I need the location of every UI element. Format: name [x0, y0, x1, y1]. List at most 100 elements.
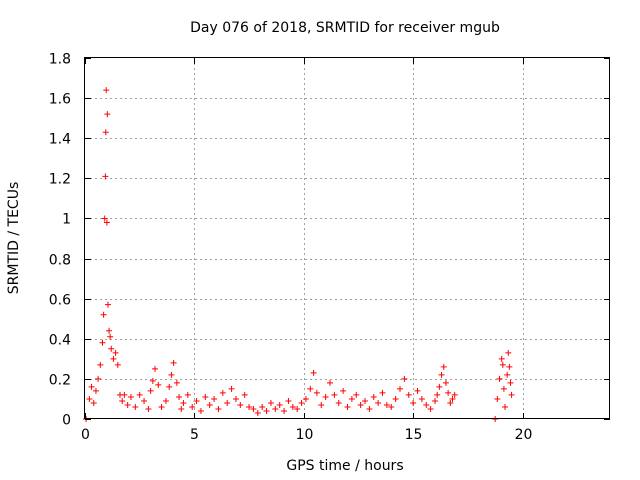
- data-point: [434, 391, 441, 398]
- data-point: [232, 395, 239, 402]
- data-point: [155, 381, 162, 388]
- axis-ticks: 0 5 10 15 20 0 0.2 0.4 0.6 0.8 1 1.2 1.4 1.6 1.8: [49, 52, 610, 443]
- x-tick-label: 10: [296, 427, 314, 443]
- data-point: [114, 361, 121, 368]
- data-point: [502, 403, 508, 410]
- data-point: [353, 391, 360, 398]
- data-point: [508, 391, 515, 398]
- y-tick-label: 0.4: [49, 333, 71, 349]
- data-point: [124, 401, 131, 408]
- x-tick-label: 0: [81, 427, 90, 443]
- data-point: [152, 365, 158, 372]
- data-point: [254, 409, 261, 416]
- data-point: [166, 383, 173, 390]
- data-point: [285, 397, 292, 404]
- data-point: [442, 379, 449, 386]
- x-tick-label: 15: [405, 427, 423, 443]
- data-point: [499, 361, 506, 368]
- y-tick-label: 1.8: [49, 52, 71, 68]
- data-point: [322, 393, 329, 400]
- data-point: [147, 387, 154, 394]
- data-point: [101, 215, 108, 222]
- data-point: [219, 389, 226, 396]
- data-series: [83, 87, 515, 422]
- data-point: [507, 379, 514, 386]
- data-point: [168, 371, 175, 378]
- grid: [85, 58, 610, 419]
- data-point: [180, 399, 187, 406]
- data-point: [127, 393, 134, 400]
- data-point: [289, 403, 296, 410]
- data-point: [197, 407, 204, 414]
- data-point: [392, 395, 399, 402]
- data-point: [102, 173, 109, 180]
- data-point: [141, 397, 148, 404]
- data-point: [86, 395, 93, 402]
- data-point: [145, 405, 152, 412]
- data-point: [202, 393, 209, 400]
- y-tick-label: 0.8: [49, 253, 71, 269]
- data-point: [170, 359, 177, 366]
- data-point: [246, 403, 253, 410]
- plot-frame: [84, 57, 610, 419]
- data-point: [104, 111, 111, 118]
- data-point: [318, 401, 325, 408]
- data-point: [162, 397, 169, 404]
- data-point: [88, 383, 95, 390]
- data-point: [281, 407, 288, 414]
- data-point: [313, 389, 320, 396]
- data-point: [414, 387, 421, 394]
- data-point: [494, 395, 501, 402]
- data-point: [112, 349, 119, 356]
- data-point: [500, 385, 507, 392]
- data-point: [100, 311, 107, 318]
- data-point: [370, 393, 377, 400]
- data-point: [362, 397, 368, 404]
- x-axis-title: GPS time / hours: [286, 458, 403, 474]
- data-point: [401, 375, 408, 382]
- data-point: [397, 385, 403, 392]
- data-point: [496, 375, 503, 382]
- data-point: [241, 391, 248, 398]
- data-point: [438, 371, 445, 378]
- data-point: [206, 401, 213, 408]
- data-point: [90, 399, 97, 406]
- data-point: [310, 369, 317, 376]
- data-point: [176, 393, 183, 400]
- x-tick-label: 20: [515, 427, 533, 443]
- data-point: [259, 403, 266, 410]
- chart-title: Day 076 of 2018, SRMTID for receiver mgu…: [190, 20, 500, 36]
- data-point: [410, 399, 417, 406]
- data-point: [149, 377, 156, 384]
- data-point: [228, 385, 235, 392]
- data-point: [506, 363, 513, 370]
- data-point: [237, 401, 244, 408]
- data-point: [173, 379, 180, 386]
- y-tick-label: 1.2: [49, 172, 71, 188]
- y-tick-label: 0.6: [49, 293, 71, 309]
- data-point: [335, 399, 342, 406]
- data-point: [250, 405, 257, 412]
- data-point: [107, 333, 114, 340]
- y-axis-title: SRMTID / TECUs: [6, 182, 22, 295]
- data-point: [447, 399, 454, 406]
- data-point: [272, 405, 279, 412]
- data-point: [104, 301, 111, 308]
- data-point: [102, 129, 109, 136]
- data-point: [357, 401, 364, 408]
- data-point: [498, 355, 505, 362]
- x-tick-label: 5: [190, 427, 199, 443]
- data-point: [92, 387, 99, 394]
- data-point: [132, 403, 139, 410]
- data-point: [340, 387, 347, 394]
- data-point: [423, 401, 430, 408]
- data-point: [302, 395, 309, 402]
- data-point: [366, 405, 373, 412]
- data-point: [432, 397, 438, 404]
- data-point: [344, 403, 351, 410]
- data-point: [193, 397, 200, 404]
- data-point: [267, 399, 274, 406]
- data-point: [445, 389, 452, 396]
- data-point: [108, 345, 115, 352]
